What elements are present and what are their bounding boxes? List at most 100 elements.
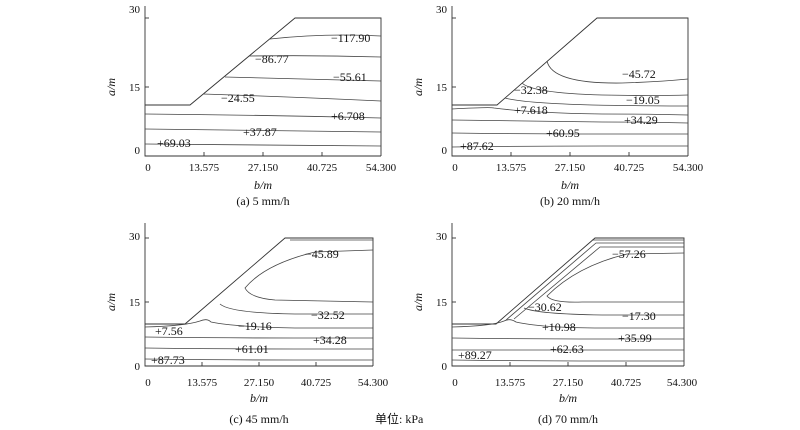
x-axis-label: b/m xyxy=(561,178,579,192)
contour-line xyxy=(504,97,689,107)
contour-label: −30.62 xyxy=(528,300,562,314)
contour-label: +69.03 xyxy=(157,136,191,150)
contour-line xyxy=(202,93,382,102)
x-tick-label: 13.575 xyxy=(187,377,218,389)
contour-line xyxy=(451,119,689,124)
y-tick-label: 30 xyxy=(436,231,448,243)
contour-label: +62.63 xyxy=(550,342,584,356)
x-tick-label: 54.300 xyxy=(673,162,704,174)
y-axis-label: a/m xyxy=(104,78,118,96)
contour-label: −57.26 xyxy=(612,247,646,261)
y-tick-label: 15 xyxy=(436,82,448,94)
x-tick-label: 54.300 xyxy=(358,377,389,389)
panel-caption: (b) 20 mm/h xyxy=(540,194,600,208)
x-tick-label: 54.300 xyxy=(366,162,397,174)
y-tick-label: 0 xyxy=(135,361,141,373)
y-tick-label: 0 xyxy=(442,145,448,157)
panel-b: 30 15 0 0 13.575 27.150 40.725 54.300 b/… xyxy=(411,4,704,208)
y-axis-label: a/m xyxy=(104,293,118,311)
x-axis-label: b/m xyxy=(250,391,268,405)
contour-line xyxy=(546,252,685,303)
contour-line xyxy=(505,242,684,321)
x-axis-label: b/m xyxy=(254,178,272,192)
x-tick-label: 27.150 xyxy=(248,162,279,174)
contour-label: +10.98 xyxy=(542,320,576,334)
contour-line xyxy=(451,107,689,116)
x-axis-label: b/m xyxy=(559,391,577,405)
contour-line xyxy=(451,359,684,362)
y-tick-label: 30 xyxy=(436,4,448,16)
x-tick-label: 54.300 xyxy=(667,377,698,389)
contour-label: −117.90 xyxy=(331,31,370,45)
contour-label: +87.62 xyxy=(460,139,494,153)
contour-line xyxy=(523,307,684,316)
x-tick-label: 40.725 xyxy=(301,377,332,389)
contour-label: +37.87 xyxy=(243,125,277,139)
panel-caption: (c) 45 mm/h xyxy=(229,412,288,426)
contour-label: −45.89 xyxy=(305,247,339,261)
contour-label: −86.77 xyxy=(255,52,289,66)
contour-label: +60.95 xyxy=(546,126,580,140)
contour-line xyxy=(269,34,382,40)
contour-label: +34.28 xyxy=(313,333,347,347)
x-tick-label: 27.150 xyxy=(555,162,586,174)
contour-line xyxy=(144,336,373,339)
contour-line xyxy=(521,82,689,96)
x-tick-label: 27.150 xyxy=(553,377,584,389)
y-tick-label: 0 xyxy=(442,361,448,373)
y-tick-label: 15 xyxy=(129,82,141,94)
contour-line xyxy=(144,347,373,350)
contour-line xyxy=(144,319,373,329)
y-tick-label: 0 xyxy=(135,145,141,157)
y-axis-label: a/m xyxy=(411,78,425,96)
y-tick-label: 30 xyxy=(129,4,141,16)
x-tick-label: 40.725 xyxy=(611,377,642,389)
contour-line xyxy=(451,145,688,148)
contour-line xyxy=(144,143,382,147)
contour-label: +35.99 xyxy=(618,331,652,345)
x-tick-label: 13.575 xyxy=(189,162,220,174)
panel-caption: (a) 5 mm/h xyxy=(236,194,289,208)
contour-label: −19.05 xyxy=(626,93,660,107)
contour-label: +87.73 xyxy=(151,353,185,367)
y-tick-label: 15 xyxy=(436,297,448,309)
panel-c: 30 15 0 0 13.575 27.150 40.725 54.300 b/… xyxy=(104,223,389,426)
x-tick-label: 0 xyxy=(145,162,151,174)
x-tick-label: 0 xyxy=(145,377,151,389)
contour-label: +34.29 xyxy=(624,113,658,127)
x-tick-label: 0 xyxy=(452,377,458,389)
contour-line xyxy=(224,76,382,82)
contour-line xyxy=(248,55,382,58)
contour-line xyxy=(144,113,382,119)
x-tick-label: 40.725 xyxy=(307,162,338,174)
contour-label: +7.56 xyxy=(155,324,183,338)
x-tick-label: 27.150 xyxy=(244,377,275,389)
contour-label: +89.27 xyxy=(458,348,492,362)
contour-label: −17.30 xyxy=(622,309,656,323)
contour-label: +7.618 xyxy=(514,103,548,117)
contour-label: +61.01 xyxy=(235,342,269,356)
x-tick-label: 13.575 xyxy=(496,162,527,174)
contour-label: −32.38 xyxy=(514,83,548,97)
y-tick-label: 15 xyxy=(129,297,141,309)
slope-outline xyxy=(145,17,382,156)
y-axis-label: a/m xyxy=(411,293,425,311)
slope-outline xyxy=(145,237,374,366)
contour-label: −55.61 xyxy=(333,70,367,84)
x-tick-label: 0 xyxy=(452,162,458,174)
contour-line xyxy=(546,60,689,84)
contour-line xyxy=(144,358,373,361)
contour-label: −24.55 xyxy=(221,91,255,105)
panel-d: 30 15 0 0 13.575 27.150 40.725 54.300 b/… xyxy=(411,223,698,426)
y-tick-label: 30 xyxy=(129,231,141,243)
panel-caption: (d) 70 mm/h xyxy=(538,412,598,426)
contour-line xyxy=(219,303,373,315)
contour-line xyxy=(451,319,684,329)
contour-label: −45.72 xyxy=(622,67,656,81)
panel-a: 30 15 0 0 13.575 27.150 40.725 54.300 b/… xyxy=(104,4,397,208)
unit-note: 单位: kPa xyxy=(375,411,424,426)
contour-line xyxy=(451,132,688,135)
contour-label: +6.708 xyxy=(331,109,365,123)
x-tick-label: 40.725 xyxy=(614,162,645,174)
